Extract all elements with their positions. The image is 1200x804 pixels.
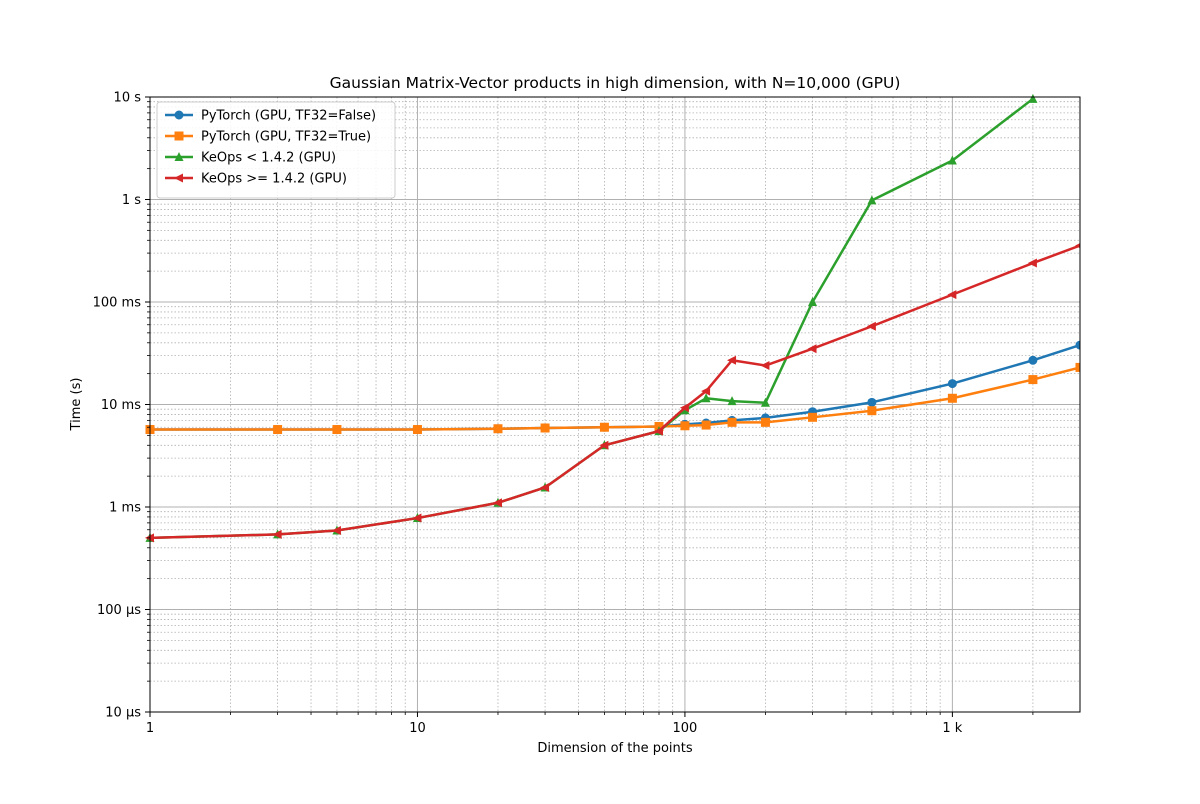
- y-tick-label: 10 ms: [101, 398, 141, 413]
- y-tick-label: 100 µs: [97, 603, 141, 618]
- data-point: [599, 440, 609, 450]
- data-point: [760, 397, 770, 407]
- data-point: [727, 355, 737, 365]
- data-point: [808, 297, 818, 306]
- data-point: [680, 421, 690, 431]
- data-point: [1075, 362, 1080, 372]
- y-tick-label: 1 ms: [109, 501, 141, 516]
- y-axis-label: Time (s): [69, 378, 84, 432]
- data-point: [947, 379, 957, 389]
- data-point: [412, 513, 422, 523]
- legend-marker: [174, 152, 184, 161]
- data-point: [867, 195, 877, 205]
- data-point: [701, 393, 711, 403]
- data-point: [727, 396, 737, 406]
- legend-item: KeOps < 1.4.2 (GPU): [165, 151, 336, 166]
- data-point: [947, 290, 957, 300]
- legend-item: PyTorch (GPU, TF32=True): [165, 130, 371, 145]
- data-point: [273, 425, 283, 435]
- data-point: [1028, 93, 1038, 103]
- data-point: [760, 417, 770, 427]
- data-point: [412, 425, 422, 435]
- data-point: [679, 403, 689, 413]
- data-point: [331, 525, 341, 535]
- legend: PyTorch (GPU, TF32=False) PyTorch (GPU, T…: [156, 101, 396, 199]
- x-tick-label: 10: [409, 721, 426, 736]
- y-tick-label: 10 s: [114, 91, 142, 106]
- legend-marker: [174, 131, 184, 141]
- legend-marker: [174, 173, 183, 183]
- x-tick-label: 100: [673, 721, 698, 736]
- series-4: [145, 243, 1080, 543]
- legend-item: PyTorch (GPU, TF32=False): [165, 109, 376, 124]
- legend-label: PyTorch (GPU, TF32=False): [201, 109, 376, 124]
- data-point: [1075, 340, 1080, 350]
- grid-lines: [149, 96, 1080, 713]
- data-point: [760, 361, 770, 371]
- legend-label: PyTorch (GPU, TF32=True): [201, 130, 371, 145]
- data-point: [808, 412, 818, 422]
- data-point: [701, 386, 711, 396]
- data-point: [540, 423, 550, 433]
- chart-title: Gaussian Matrix-Vector products in high …: [330, 74, 901, 92]
- data-point: [599, 422, 609, 432]
- x-tick-label: 1 k: [942, 721, 962, 736]
- data-point: [332, 425, 342, 435]
- data-point: [492, 498, 502, 508]
- y-tick-label: 10 µs: [105, 706, 141, 721]
- data-point: [1028, 355, 1038, 365]
- data-point: [701, 420, 711, 430]
- x-tick-label: 1: [146, 721, 154, 736]
- tick-labels: 1 10 100 1 k 10 µs 100 µs 1 ms 10 ms 100 ms 1 s 10…: [93, 91, 1034, 736]
- data-point: [867, 397, 877, 407]
- data-point: [1028, 375, 1038, 385]
- data-point: [1027, 258, 1037, 268]
- data-point: [1075, 243, 1080, 249]
- data-point: [947, 393, 957, 403]
- legend-box: [156, 101, 396, 199]
- data-point: [654, 426, 664, 436]
- data-point: [947, 155, 957, 165]
- data-point: [493, 424, 503, 434]
- legend-label: KeOps < 1.4.2 (GPU): [201, 151, 336, 166]
- x-axis-label: Dimension of the points: [537, 741, 693, 756]
- data-point: [867, 406, 877, 416]
- legend-label: KeOps >= 1.4.2 (GPU): [201, 172, 347, 187]
- data-point: [540, 482, 550, 492]
- series-layer: [145, 93, 1080, 543]
- legend-item: KeOps >= 1.4.2 (GPU): [165, 172, 347, 187]
- y-tick-label: 1 s: [122, 193, 141, 208]
- data-point: [807, 344, 817, 354]
- data-point: [866, 321, 876, 331]
- data-point: [272, 529, 282, 539]
- y-tick-label: 100 ms: [93, 296, 142, 311]
- legend-marker: [174, 110, 184, 120]
- data-point: [727, 417, 737, 427]
